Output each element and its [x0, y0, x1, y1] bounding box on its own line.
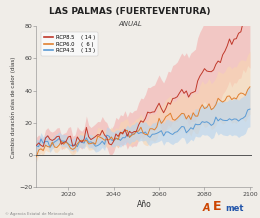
Text: met: met	[225, 204, 243, 213]
X-axis label: Año: Año	[137, 200, 152, 209]
Text: E: E	[213, 199, 222, 213]
Legend: RCP8.5    ( 14 ), RCP6.0    (  6 ), RCP4.5    ( 13 ): RCP8.5 ( 14 ), RCP6.0 ( 6 ), RCP4.5 ( 13…	[41, 32, 98, 56]
Text: ANUAL: ANUAL	[118, 21, 142, 27]
Text: © Agencia Estatal de Meteorología: © Agencia Estatal de Meteorología	[5, 212, 74, 216]
Text: A: A	[203, 203, 210, 213]
Y-axis label: Cambio duración olas de calor (días): Cambio duración olas de calor (días)	[11, 56, 16, 158]
Text: LAS PALMAS (FUERTEVENTURA): LAS PALMAS (FUERTEVENTURA)	[49, 7, 211, 15]
